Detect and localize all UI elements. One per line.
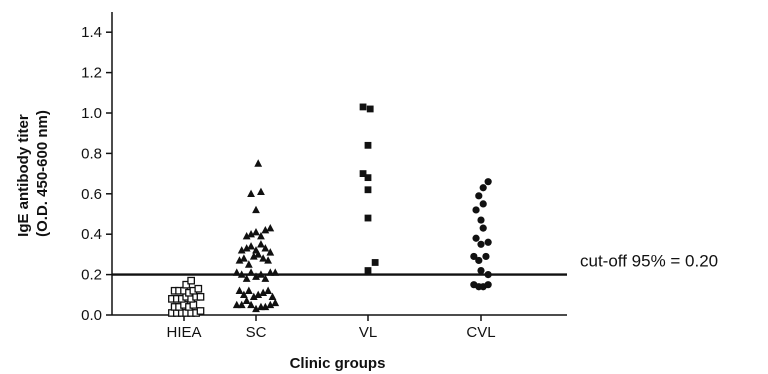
data-point-cvl bbox=[482, 252, 490, 261]
data-point-sc bbox=[242, 244, 251, 252]
data-point-sc bbox=[266, 300, 275, 309]
data-point-sc bbox=[264, 256, 272, 264]
data-point-sc bbox=[257, 240, 265, 248]
data-point-sc bbox=[259, 288, 268, 296]
y-tick-label: 0.2 bbox=[81, 267, 102, 284]
data-point-hiea bbox=[187, 276, 195, 285]
data-point-vl bbox=[364, 186, 372, 194]
data-point-vl bbox=[359, 170, 367, 177]
data-point-cvl bbox=[472, 234, 480, 242]
y-axis-title-line-2: (O.D. 450-600 nm) bbox=[34, 110, 51, 237]
x-tick-label: SC bbox=[246, 324, 267, 341]
data-point-sc bbox=[249, 292, 258, 301]
data-point-cvl bbox=[484, 178, 492, 186]
data-point-vl bbox=[359, 103, 367, 111]
data-point-sc bbox=[242, 296, 251, 305]
data-point-cvl bbox=[475, 192, 483, 200]
y-tick-label: 1.4 bbox=[81, 24, 102, 41]
data-point-sc bbox=[261, 274, 270, 282]
data-point-hiea bbox=[182, 280, 191, 289]
data-point-vl bbox=[364, 214, 372, 222]
y-tick-label: 0.4 bbox=[81, 226, 102, 243]
data-point-sc bbox=[266, 248, 275, 256]
data-point-sc bbox=[252, 227, 260, 236]
data-point-sc bbox=[247, 189, 255, 197]
data-point-sc bbox=[252, 246, 260, 254]
data-point-sc bbox=[252, 272, 260, 280]
data-point-vl bbox=[364, 174, 372, 182]
data-point-hiea bbox=[196, 307, 205, 315]
data-point-sc bbox=[252, 304, 260, 313]
data-point-sc bbox=[264, 286, 272, 294]
data-point-vl bbox=[364, 141, 372, 149]
data-point-sc bbox=[242, 232, 251, 240]
y-tick-label: 0.8 bbox=[81, 145, 102, 162]
data-point-cvl bbox=[475, 256, 483, 265]
data-point-sc bbox=[266, 223, 275, 232]
data-point-sc bbox=[240, 290, 248, 298]
data-point-sc bbox=[261, 302, 270, 311]
x-tick-label: CVL bbox=[466, 324, 495, 341]
y-tick-label: 1.2 bbox=[81, 65, 102, 82]
data-point-cvl bbox=[479, 200, 487, 208]
data-point-cvl bbox=[479, 224, 487, 232]
data-point-sc bbox=[259, 254, 268, 262]
data-point-sc bbox=[237, 246, 246, 254]
data-point-sc bbox=[254, 250, 263, 258]
y-tick-label: 0.6 bbox=[81, 186, 102, 203]
data-point-cvl bbox=[477, 266, 485, 275]
x-axis-title: Clinic groups bbox=[290, 355, 386, 372]
data-point-vl bbox=[364, 267, 372, 274]
data-point-cvl bbox=[477, 240, 485, 248]
data-point-cvl bbox=[477, 216, 485, 224]
y-tick-label: 1.0 bbox=[81, 105, 102, 122]
data-point-cvl bbox=[470, 252, 478, 261]
y-tick-label: 0.0 bbox=[81, 307, 102, 324]
x-tick-label: VL bbox=[359, 324, 377, 341]
data-point-sc bbox=[247, 242, 255, 250]
data-point-cvl bbox=[484, 238, 492, 246]
data-point-sc bbox=[261, 244, 270, 252]
y-ticks: 0.0 0.2 0.4 0.6 0.8 1.0 1.2 1.4 bbox=[81, 24, 112, 324]
data-point-sc bbox=[254, 159, 263, 167]
data-point-cvl bbox=[472, 206, 480, 214]
data-point-vl bbox=[371, 259, 379, 266]
data-point-sc bbox=[261, 225, 270, 234]
y-axis-title: IgE antibody titer (O.D. 450-600 nm) bbox=[15, 110, 51, 237]
data-point-hiea bbox=[194, 284, 203, 293]
data-points bbox=[168, 103, 492, 317]
data-point-sc bbox=[244, 286, 253, 294]
data-point-sc bbox=[249, 252, 258, 260]
data-point-cvl bbox=[479, 184, 487, 192]
data-point-sc bbox=[232, 300, 241, 309]
data-point-sc bbox=[252, 205, 260, 214]
data-point-vl bbox=[366, 105, 374, 113]
data-point-sc bbox=[254, 290, 263, 298]
data-point-sc bbox=[257, 187, 265, 195]
data-point-sc bbox=[235, 256, 244, 264]
cutoff-label: cut-off 95% = 0.20 bbox=[580, 252, 718, 271]
data-point-sc bbox=[257, 232, 265, 240]
axes: 0.0 0.2 0.4 0.6 0.8 1.0 1.2 1.4 HIEA SC VL CVL bbox=[81, 12, 567, 341]
data-point-sc bbox=[235, 286, 244, 294]
data-point-sc bbox=[268, 292, 277, 301]
data-point-sc bbox=[244, 260, 253, 268]
x-ticks: HIEA SC VL CVL bbox=[166, 315, 496, 341]
data-point-sc bbox=[271, 298, 280, 307]
x-tick-label: HIEA bbox=[166, 324, 201, 341]
data-point-sc bbox=[242, 274, 251, 282]
data-point-sc bbox=[240, 254, 248, 262]
data-point-sc bbox=[237, 300, 246, 309]
data-point-cvl bbox=[484, 281, 492, 289]
data-point-sc bbox=[247, 300, 255, 309]
y-axis-title-line-1: IgE antibody titer bbox=[15, 114, 32, 237]
data-point-hiea bbox=[196, 292, 205, 301]
data-point-sc bbox=[247, 230, 255, 238]
